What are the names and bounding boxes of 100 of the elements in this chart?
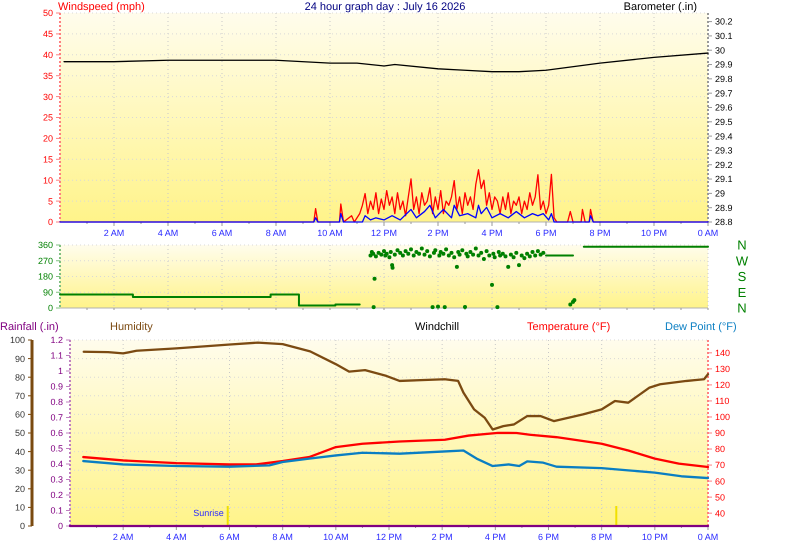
y-tick-label: 25 (42, 112, 53, 123)
x-tick-label: 6 AM (219, 532, 240, 542)
x-tick-label: 6 PM (538, 532, 560, 542)
y-tick-label: 270 (38, 256, 53, 266)
x-tick-label: 2 AM (112, 532, 134, 542)
text: Windchill (415, 321, 460, 333)
y2-tick-label: 29.3 (715, 146, 733, 156)
y2-tick-label: 0.3 (50, 474, 63, 485)
y2-tick-label: 29.2 (715, 160, 733, 170)
y2-tick-label: 29.1 (715, 174, 733, 184)
x-tick-label: 2 PM (432, 532, 453, 542)
y-tick-label: 10 (14, 502, 25, 513)
x-tick-label: 4 PM (481, 228, 503, 238)
x-tick-label: 8 AM (272, 532, 293, 542)
y2-tick-label: 0.7 (50, 412, 63, 423)
y2-tick-label: 29.7 (715, 88, 733, 98)
x-tick-label: 10 PM (640, 228, 668, 238)
y-tick-label: 100 (10, 335, 25, 346)
y2-tick-label: 30 (715, 45, 726, 56)
line-series (82, 449, 710, 480)
y-tick-label: 60 (14, 410, 25, 420)
y2-tick-label: 30.1 (715, 31, 733, 42)
y2-tick-label: 1.1 (50, 350, 63, 361)
y-tick-label: 30 (14, 465, 25, 476)
line-series (82, 341, 710, 431)
y2-tick-label: 0.4 (50, 459, 63, 470)
x-tick-label: 12 PM (376, 532, 402, 542)
y2-tick-label: 30.2 (715, 16, 733, 27)
x-tick-label: 10 AM (317, 228, 343, 238)
y-tick-label: 40 (42, 50, 53, 60)
x-tick-label: 0 AM (698, 228, 718, 238)
y3-tick-label: 40 (715, 508, 726, 518)
x-tick-label: 4 AM (158, 228, 178, 238)
x-tick-label: 8 AM (266, 228, 286, 238)
text: N (737, 238, 747, 253)
y-tick-label: 5 (48, 196, 53, 206)
y3-tick-label: 100 (715, 412, 730, 422)
y-tick-label: 20 (42, 134, 53, 144)
x-tick-label: 2 PM (427, 228, 449, 238)
text: N (737, 300, 747, 316)
y-tick-label: 70 (14, 390, 25, 401)
text: W (736, 253, 749, 268)
y3-tick-label: 120 (715, 380, 730, 390)
line-series (63, 52, 709, 72)
text: Rainfall (.in) (0, 321, 59, 333)
ref-line-label: Sunrise (193, 508, 224, 518)
x-tick-label: 4 AM (166, 532, 187, 542)
y-tick-label: 45 (42, 29, 53, 40)
y-tick-label: 180 (38, 272, 53, 282)
y-tick-label: 90 (14, 354, 25, 364)
y-tick-label: 0 (48, 217, 53, 228)
y-tick-label: 50 (14, 428, 25, 438)
x-tick-label: 6 AM (212, 228, 232, 238)
x-tick-label: 0 AM (698, 532, 718, 542)
y2-tick-label: 28.9 (715, 202, 733, 213)
y-tick-label: 90 (42, 287, 53, 298)
y3-tick-label: 50 (715, 492, 726, 502)
x-tick-label: 12 PM (370, 228, 398, 238)
y2-tick-label: 29 (715, 188, 726, 199)
y3-tick-label: 140 (715, 348, 730, 358)
y2-tick-label: 29.6 (715, 102, 733, 113)
y2-tick-label: 29.5 (715, 116, 733, 127)
x-tick-label: 8 PM (591, 532, 612, 542)
text: S (738, 269, 747, 284)
y-tick-label: 0 (20, 521, 25, 532)
y-tick-label: 10 (42, 175, 53, 186)
series-label: Humidity (110, 321, 154, 333)
y2-tick-label: 29.9 (715, 60, 733, 70)
chart-title: 24 hour graph day : July 16 2026 (304, 1, 466, 13)
y3-tick-label: 130 (715, 364, 730, 374)
y-tick-label: 15 (42, 154, 53, 164)
y2-tick-label: 29.8 (715, 74, 733, 84)
y2-tick-label: 0.6 (50, 428, 63, 438)
y2-tick-label: 1 (58, 366, 63, 376)
y3-tick-label: 90 (715, 428, 726, 438)
text: Dew Point (°F) (665, 321, 737, 333)
y2-tick-label: 0.9 (50, 382, 63, 392)
y-tick-label: 360 (38, 240, 53, 250)
x-tick-label: 4 PM (484, 532, 506, 542)
line-series (59, 204, 709, 223)
x-tick-label: 10 PM (642, 532, 668, 542)
y2-tick-label: 29.4 (715, 131, 733, 142)
y-axis-title: Windspeed (mph) (58, 1, 145, 13)
y2-tick-label: 0.2 (50, 490, 63, 500)
y3-tick-label: 110 (715, 396, 730, 406)
text: E (738, 284, 747, 300)
y-tick-label: 40 (14, 446, 25, 457)
y-tick-label: 20 (14, 484, 25, 494)
y3-tick-label: 80 (715, 444, 726, 454)
y2-tick-label: 0.8 (50, 397, 63, 408)
x-tick-label: 2 AM (104, 228, 124, 238)
y-tick-label: 80 (14, 372, 25, 382)
x-tick-label: 6 PM (535, 228, 557, 238)
line-series (82, 432, 710, 468)
text: Temperature (°F) (527, 321, 610, 333)
x-tick-label: 10 AM (323, 532, 349, 542)
y-tick-label: 35 (42, 70, 53, 81)
y3-tick-label: 60 (715, 476, 726, 486)
x-tick-label: 8 PM (589, 228, 611, 238)
y2-tick-label: 1.2 (50, 335, 63, 346)
